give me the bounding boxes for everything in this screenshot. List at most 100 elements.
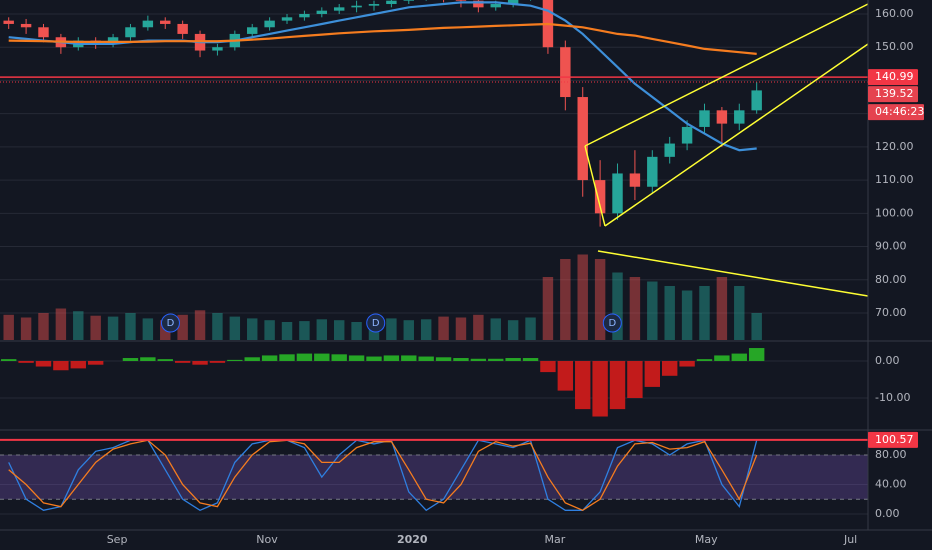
level-label-box <box>868 431 918 448</box>
trend-line <box>597 250 869 297</box>
histogram-bar <box>87 360 104 365</box>
histogram-bar <box>348 355 365 361</box>
histogram-bar <box>0 359 17 361</box>
histogram-bar <box>157 359 173 361</box>
band-fill <box>0 455 868 500</box>
histogram-bar <box>627 360 643 399</box>
candle-body <box>212 47 223 51</box>
level-label: 100.57 <box>875 433 914 446</box>
volume-bar <box>142 318 154 340</box>
volume-bar <box>751 313 762 340</box>
candle-body <box>177 23 188 34</box>
volume-bar <box>577 254 588 340</box>
volume-bar <box>177 314 188 340</box>
x-tick-label: Nov <box>256 533 278 546</box>
histogram-bar <box>540 360 556 373</box>
volume-bar <box>333 320 345 340</box>
histogram-bar <box>209 360 226 363</box>
y-tick-label: 40.00 <box>875 477 907 490</box>
y-tick-label: 80.00 <box>875 448 907 461</box>
volume-bar <box>629 277 641 340</box>
candle-body <box>577 97 588 181</box>
volume-bar <box>281 322 293 340</box>
volume-bar <box>247 318 258 340</box>
volume-bar <box>107 316 119 340</box>
histogram-bar <box>122 358 139 361</box>
histogram-bar <box>488 358 504 361</box>
histogram-bar <box>575 360 591 410</box>
histogram-bar <box>470 358 487 361</box>
histogram-bar <box>314 353 330 361</box>
volume-bar <box>38 313 49 340</box>
candle-body <box>351 5 362 8</box>
volume-bar <box>525 317 536 340</box>
y-tick-label: 0.00 <box>875 507 900 520</box>
volume-bar <box>316 319 328 340</box>
histogram-bar <box>296 353 313 361</box>
trend-line <box>604 43 869 227</box>
y-tick-label: 100.00 <box>875 206 914 219</box>
dividend-marker <box>602 313 622 333</box>
candle-body <box>647 156 658 187</box>
candle-body <box>20 23 32 28</box>
candle-body <box>473 0 484 8</box>
dividend-label: D <box>167 318 175 329</box>
volume-bar <box>473 314 484 340</box>
histogram-bar <box>696 359 713 361</box>
volume-bar <box>351 322 362 340</box>
candle-body <box>612 173 623 214</box>
price-label: 140.99 <box>875 70 914 83</box>
histogram-bar <box>192 360 208 365</box>
candle-body <box>386 0 397 5</box>
candle-body <box>281 17 293 21</box>
candle-body <box>699 110 710 127</box>
histogram-bar <box>261 355 278 361</box>
candle-body <box>316 10 328 14</box>
histogram-bar <box>227 359 243 361</box>
histogram-bar <box>748 348 765 361</box>
volume-bar <box>681 290 693 340</box>
x-tick-label: Sep <box>107 533 128 546</box>
volume-bar <box>386 318 397 340</box>
candle-body <box>3 20 14 24</box>
y-tick-label: 160.00 <box>875 7 914 20</box>
volume-bar <box>55 308 67 340</box>
histogram-bar <box>662 360 678 376</box>
y-tick-label: 70.00 <box>875 306 907 319</box>
volume-bar <box>612 272 623 340</box>
candle-body <box>264 20 275 28</box>
candle-body <box>681 126 693 144</box>
volume-bar <box>73 311 84 340</box>
volume-bar <box>3 314 14 340</box>
dividend-label: D <box>608 318 616 329</box>
y-tick-label: 120.00 <box>875 140 914 153</box>
trend-line <box>584 3 869 147</box>
histogram-bar <box>401 355 417 361</box>
histogram-bar <box>453 358 469 361</box>
moving-average <box>8 22 757 55</box>
candle-body <box>142 20 154 28</box>
candle-body <box>160 20 171 24</box>
volume-bar <box>20 317 32 340</box>
volume-bar <box>734 286 745 340</box>
histogram-bar <box>383 355 400 361</box>
y-tick-label: 110.00 <box>875 173 914 186</box>
histogram-bar <box>331 354 347 361</box>
countdown: 04:46:23 <box>875 105 924 118</box>
y-tick-label: -10.00 <box>875 391 910 404</box>
y-tick-label: 80.00 <box>875 273 907 286</box>
histogram-bar <box>557 360 574 391</box>
candle-body <box>38 27 49 38</box>
histogram-bar <box>279 354 295 361</box>
histogram-bar <box>53 360 69 371</box>
volume-bar <box>490 318 501 340</box>
candle-body <box>299 13 310 18</box>
candle-body <box>507 0 519 5</box>
histogram-bar <box>714 355 730 361</box>
y-tick-label: 0.00 <box>875 354 900 367</box>
volume-bar <box>438 316 449 340</box>
histogram-bar <box>731 353 747 361</box>
volume-bar <box>542 277 554 340</box>
